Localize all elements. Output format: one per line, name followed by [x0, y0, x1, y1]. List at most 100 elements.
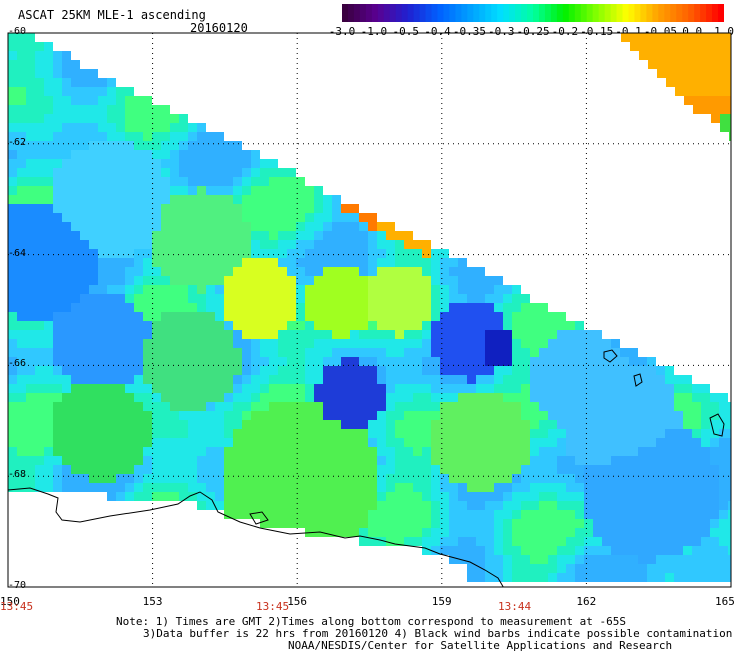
- swath-cell: [332, 276, 341, 285]
- swath-cell: [89, 87, 98, 96]
- swath-cell: [296, 474, 305, 483]
- swath-cell: [548, 546, 557, 555]
- swath-cell: [296, 240, 305, 249]
- swath-cell: [80, 411, 89, 420]
- swath-cell: [566, 348, 575, 357]
- swath-cell: [80, 348, 89, 357]
- swath-cell: [98, 483, 107, 492]
- swath-cell: [665, 537, 674, 546]
- swath-cell: [404, 537, 413, 546]
- swath-cell: [350, 258, 359, 267]
- swath-cell: [215, 276, 224, 285]
- swath-cell: [80, 330, 89, 339]
- swath-cell: [89, 222, 98, 231]
- swath-cell: [287, 519, 296, 528]
- swath-cell: [404, 411, 413, 420]
- swath-cell: [449, 303, 458, 312]
- swath-cell: [467, 420, 476, 429]
- swath-cell: [729, 123, 731, 132]
- swath-cell: [647, 366, 656, 375]
- swath-cell: [539, 366, 548, 375]
- swath-cell: [368, 537, 377, 546]
- swath-cell: [98, 429, 107, 438]
- swath-cell: [530, 420, 539, 429]
- swath-cell: [206, 267, 215, 276]
- swath-cell: [323, 258, 332, 267]
- swath-cell: [638, 447, 647, 456]
- swath-cell: [242, 474, 251, 483]
- swath-cell: [665, 474, 674, 483]
- swath-cell: [134, 411, 143, 420]
- swath-cell: [71, 60, 80, 69]
- swath-cell: [251, 429, 260, 438]
- swath-cell: [431, 321, 440, 330]
- swath-cell: [449, 519, 458, 528]
- swath-cell: [314, 195, 323, 204]
- swath-cell: [665, 573, 674, 582]
- swath-cell: [188, 375, 197, 384]
- swath-cell: [287, 510, 296, 519]
- swath-cell: [251, 393, 260, 402]
- swath-cell: [720, 114, 729, 123]
- swath-cell: [728, 420, 731, 429]
- swath-cell: [494, 348, 503, 357]
- swath-cell: [702, 87, 711, 96]
- swath-cell: [728, 537, 731, 546]
- swath-cell: [125, 222, 134, 231]
- colorbar-swatch: [443, 4, 451, 22]
- swath-cell: [431, 438, 440, 447]
- swath-cell: [584, 348, 593, 357]
- swath-cell: [638, 402, 647, 411]
- colorbar-swatch: [664, 4, 671, 22]
- swath-cell: [467, 285, 476, 294]
- swath-cell: [44, 393, 53, 402]
- swath-cell: [440, 438, 449, 447]
- swath-cell: [332, 204, 341, 213]
- swath-cell: [287, 312, 296, 321]
- swath-cell: [566, 546, 575, 555]
- swath-cell: [143, 177, 152, 186]
- swath-cell: [53, 276, 62, 285]
- swath-cell: [701, 429, 710, 438]
- swath-cell: [656, 510, 665, 519]
- swath-cell: [8, 42, 17, 51]
- swath-cell: [584, 366, 593, 375]
- swath-cell: [80, 132, 89, 141]
- swath-cell: [287, 177, 296, 186]
- swath-cell: [26, 375, 35, 384]
- swath-cell: [242, 276, 251, 285]
- swath-cell: [386, 330, 395, 339]
- swath-cell: [17, 393, 26, 402]
- swath-cell: [683, 456, 692, 465]
- swath-cell: [242, 240, 251, 249]
- swath-cell: [719, 555, 728, 564]
- swath-cell: [107, 375, 116, 384]
- swath-cell: [215, 303, 224, 312]
- swath-cell: [71, 96, 80, 105]
- swath-cell: [458, 384, 467, 393]
- swath-cell: [89, 402, 98, 411]
- swath-cell: [710, 456, 719, 465]
- swath-cell: [224, 159, 233, 168]
- swath-cell: [512, 447, 521, 456]
- swath-cell: [170, 132, 179, 141]
- swath-cell: [341, 402, 350, 411]
- swath-cell: [476, 285, 485, 294]
- swath-cell: [269, 447, 278, 456]
- swath-cell: [557, 420, 566, 429]
- swath-cell: [458, 456, 467, 465]
- swath-cell: [341, 483, 350, 492]
- swath-cell: [35, 267, 44, 276]
- swath-cell: [71, 267, 80, 276]
- swath-cell: [377, 321, 386, 330]
- swath-cell: [260, 312, 269, 321]
- longitude-label: 153: [142, 595, 163, 608]
- swath-cell: [71, 339, 80, 348]
- swath-cell: [728, 501, 731, 510]
- swath-cell: [62, 438, 71, 447]
- swath-cell: [350, 447, 359, 456]
- swath-cell: [674, 519, 683, 528]
- swath-cell: [278, 267, 287, 276]
- swath-cell: [80, 429, 89, 438]
- swath-cell: [656, 564, 665, 573]
